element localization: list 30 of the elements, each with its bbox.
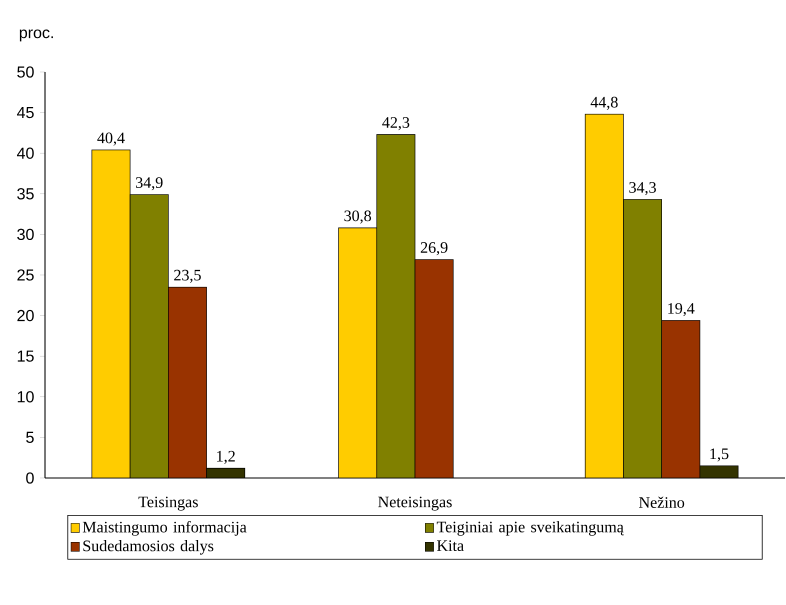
legend-label: Sudedamosios dalys [83, 540, 214, 555]
x-tick-label: Neteisingas [378, 496, 452, 511]
y-tick-label: 25 [17, 269, 34, 281]
y-tick-label: 10 [18, 391, 34, 402]
legend-label: Kita [437, 540, 464, 552]
y-tick-label: 40 [16, 148, 34, 159]
y-tick-label: 20 [17, 310, 34, 322]
data-label: 1,5 [710, 448, 728, 462]
data-label: 42,3 [382, 117, 410, 130]
x-tick-label: Teisingas [138, 496, 198, 511]
y-tick-label: 35 [17, 188, 34, 200]
data-label: 40,4 [97, 132, 125, 146]
data-label: 30,8 [344, 210, 372, 224]
x-tick-label: Nežino [639, 496, 684, 508]
y-tick-label: 45 [16, 107, 34, 118]
data-label: 23,5 [174, 270, 201, 283]
data-label: 26,9 [420, 242, 448, 256]
legend-label: Teiginiai apie sveikatingumą [436, 521, 624, 536]
data-label: 34,9 [136, 177, 163, 190]
y-tick-label: 30 [17, 228, 34, 240]
y-tick-label: 0 [26, 472, 34, 484]
data-label: 44,8 [590, 96, 618, 110]
data-label: 1,2 [217, 450, 235, 464]
data-label: 34,3 [629, 182, 656, 196]
y-tick-label: 15 [18, 350, 34, 362]
legend-label: Maistingumo informacija [82, 521, 247, 536]
data-label: 19,4 [668, 303, 695, 316]
y-tick-label: 50 [17, 66, 34, 78]
y-tick-label: 5 [26, 432, 34, 443]
y-axis-title: proc. [20, 29, 53, 42]
